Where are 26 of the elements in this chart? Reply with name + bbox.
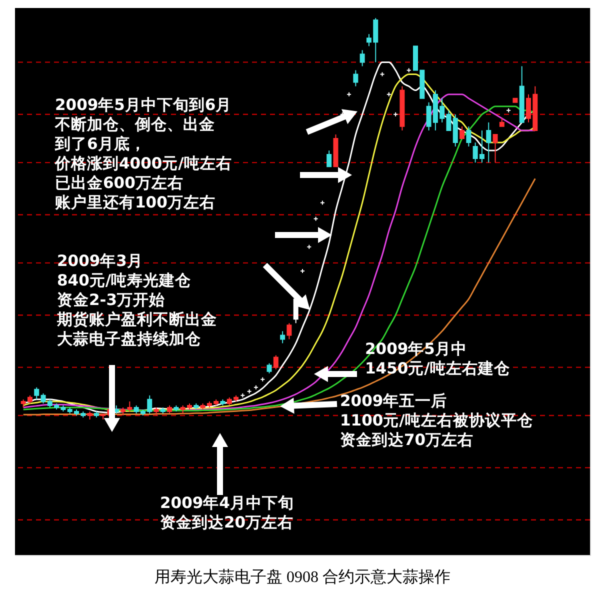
annotation: 1100元/吨左右被协议平仓 [340, 412, 534, 430]
candlestick [466, 126, 472, 148]
annotation: 到了6月底， [54, 135, 146, 153]
candlestick [266, 362, 272, 374]
candlestick [486, 122, 492, 164]
annotation: 期货账户盈利不断出金 [56, 310, 217, 328]
text: 用寿光大蒜电子盘 0908 合约示意大蒜操作 [154, 568, 450, 586]
annotation: 大蒜电子盘持续加仓 [57, 330, 202, 348]
candlestick [326, 150, 332, 168]
candlestick [286, 322, 292, 340]
annotation: 840元/吨寿光建仓 [57, 272, 192, 290]
annotation: 2009年5月中下旬到6月 [55, 96, 232, 114]
annotation: 不断加仓、倒仓、出金 [54, 116, 215, 134]
annotation: 账户里还有100万左右 [54, 194, 216, 212]
candlestick [360, 50, 365, 67]
annotation: 已出金600万左右 [55, 174, 184, 192]
candlestick [492, 134, 498, 164]
candlestick [280, 330, 286, 344]
candlestick [34, 386, 40, 400]
annotation: 2009年五一后 [340, 392, 448, 410]
candlestick [460, 126, 465, 139]
candlestick [353, 70, 358, 87]
text: 2009年4月中下旬 [160, 494, 294, 512]
candlestick [273, 354, 278, 370]
annotation: 资金2-3万开始 [57, 291, 166, 309]
text: 资金到达70万左右 [340, 431, 474, 449]
